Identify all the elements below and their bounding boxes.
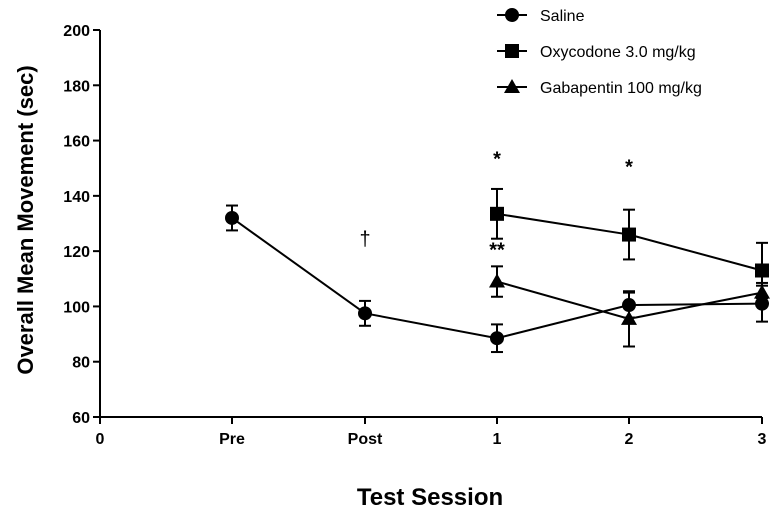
x-tick-label: Post (348, 431, 383, 448)
data-point-triangle (754, 284, 770, 299)
legend-label: Gabapentin 100 mg/kg (540, 80, 702, 97)
data-point-square (755, 263, 769, 278)
legend: Saline Oxycodone 3.0 mg/kg Gabapentin 100 … (497, 8, 702, 97)
y-tick-label: 80 (72, 355, 90, 372)
x-tick-label: 1 (493, 431, 502, 448)
data-point-square (505, 44, 519, 58)
data-point-circle (225, 210, 239, 225)
series-square (490, 187, 769, 300)
data-point-triangle (621, 310, 637, 325)
x-axis-title: Test Session (357, 484, 503, 511)
y-tick-label: 100 (63, 299, 90, 316)
legend-label: Saline (540, 8, 585, 25)
significance-marker: † (359, 229, 370, 251)
y-tick-label: 140 (63, 189, 90, 206)
annotations-layer: †**** (359, 148, 633, 261)
y-tick-label: 180 (63, 78, 90, 95)
y-tick-label: 60 (72, 410, 90, 427)
significance-marker: * (625, 157, 633, 179)
significance-marker: ** (489, 240, 505, 262)
x-tick-label: 3 (758, 431, 767, 448)
y-axis-title: Overall Mean Movement (sec) (13, 65, 38, 374)
data-point-circle (490, 331, 504, 346)
data-point-circle (358, 306, 372, 321)
series-triangle (489, 265, 770, 348)
y-tick-label: 160 (63, 134, 90, 151)
data-point-triangle (489, 273, 505, 288)
data-point-triangle (504, 79, 520, 93)
ticks: 60 80 100 120 140 160 180 200 0 Pre Post 1 2 3 (63, 23, 766, 448)
data-point-square (622, 227, 636, 242)
axes (99, 30, 762, 418)
x-tick-label: Pre (219, 431, 245, 448)
data-point-square (490, 206, 504, 221)
series-layer (225, 187, 770, 354)
x-tick-label: 0 (96, 431, 105, 448)
y-tick-label: 120 (63, 244, 90, 261)
data-point-circle (505, 8, 519, 22)
significance-marker: * (493, 148, 501, 170)
data-point-circle (755, 296, 769, 311)
x-tick-label: 2 (625, 431, 634, 448)
y-tick-label: 200 (63, 23, 90, 40)
legend-label: Oxycodone 3.0 mg/kg (540, 44, 696, 61)
